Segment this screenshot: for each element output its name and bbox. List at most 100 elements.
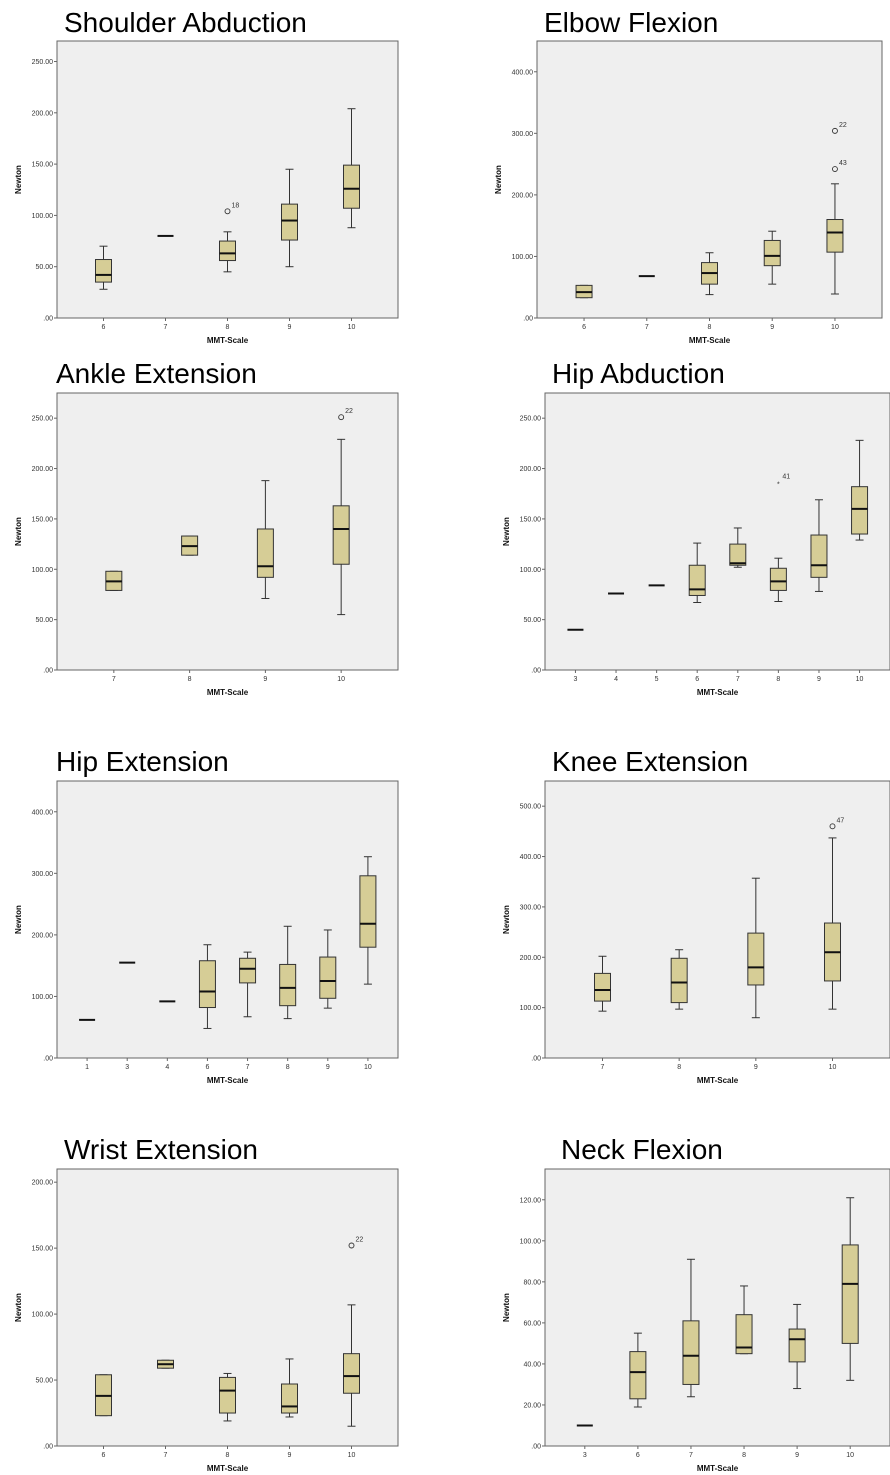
y-tick-label: 100.00 (32, 1312, 54, 1319)
chart-panel-7: Wrist Extension .00 50.00 100.00 150.00 200.0… (14, 1134, 399, 1473)
chart-panel-5: Hip Extension .00 100.00 200.00 300.00 400.00… (14, 746, 399, 1085)
y-tick-label: .00 (531, 668, 541, 675)
box-7 (157, 1359, 174, 1369)
box-10 (851, 439, 869, 541)
x-tick-label: 9 (326, 1064, 330, 1071)
x-axis-label: MMT-Scale (697, 1464, 739, 1473)
box-10 (826, 183, 844, 295)
y-tick-label: .00 (43, 1056, 53, 1063)
box-7 (239, 951, 257, 1018)
x-axis-label: MMT-Scale (689, 336, 731, 345)
x-tick-label: 3 (573, 676, 577, 683)
x-axis-label: MMT-Scale (207, 1464, 249, 1473)
y-tick-label: 200.00 (32, 1180, 54, 1187)
y-tick-label: 300.00 (32, 871, 54, 878)
x-tick-label: 10 (829, 1064, 837, 1071)
x-tick-label: 10 (348, 1452, 356, 1459)
x-tick-label: 6 (582, 324, 586, 331)
y-tick-label: 150.00 (32, 1246, 54, 1253)
y-axis-label: Newton (494, 165, 503, 194)
iqr-box (841, 1244, 859, 1344)
y-tick-label: 300.00 (512, 131, 534, 138)
box-10 (841, 1197, 859, 1381)
chart-panel-4: Hip Abduction .00 50.00 100.00 150.00 200.00 2… (502, 358, 890, 697)
iqr-box (729, 543, 747, 566)
box-8 (769, 557, 787, 603)
outlier-marker (832, 127, 838, 134)
y-tick-label: .00 (531, 1444, 541, 1451)
chart-title: Hip Extension (56, 746, 229, 777)
box-8 (670, 949, 688, 1010)
y-tick-label: .00 (43, 316, 53, 323)
y-tick-label: 50.00 (35, 617, 53, 624)
x-tick-label: 6 (695, 676, 699, 683)
outlier-label: 22 (345, 408, 353, 415)
y-axis-label: Newton (14, 905, 23, 934)
chart-panel-3: Ankle Extension .00 50.00 100.00 150.00 200.0… (14, 358, 399, 697)
outlier-marker (829, 823, 836, 830)
y-tick-label: 200.00 (520, 466, 542, 473)
y-tick-label: 120.00 (520, 1197, 542, 1204)
y-tick-label: 60.00 (523, 1320, 541, 1327)
x-tick-label: 7 (246, 1064, 250, 1071)
box-6 (95, 245, 112, 290)
y-tick-label: 400.00 (520, 854, 542, 861)
y-tick-label: 100.00 (32, 994, 54, 1001)
y-tick-label: 200.00 (32, 466, 54, 473)
x-tick-label: 8 (286, 1064, 290, 1071)
box-7 (729, 527, 747, 568)
x-tick-label: 8 (677, 1064, 681, 1071)
x-tick-label: 7 (601, 1064, 605, 1071)
x-tick-label: 8 (226, 1452, 230, 1459)
extreme-outlier-marker: * (777, 482, 780, 489)
x-tick-label: 3 (125, 1064, 129, 1071)
iqr-box (682, 1320, 700, 1385)
plot-area (56, 780, 399, 1059)
x-tick-label: 10 (364, 1064, 372, 1071)
iqr-box (198, 960, 216, 1009)
iqr-box (688, 564, 706, 596)
box-8 (279, 925, 297, 1020)
x-tick-label: 10 (348, 324, 356, 331)
iqr-box (629, 1351, 647, 1400)
x-tick-label: 6 (205, 1064, 209, 1071)
x-tick-label: 6 (102, 324, 106, 331)
box-9 (256, 480, 274, 599)
x-tick-label: 8 (226, 324, 230, 331)
y-tick-label: 150.00 (32, 516, 54, 523)
chart-title: Shoulder Abduction (64, 7, 307, 38)
iqr-box (219, 240, 236, 262)
box-6 (688, 542, 706, 604)
y-tick-label: .00 (531, 1056, 541, 1063)
chart-panel-8: Neck Flexion .00 20.00 40.00 60.00 80.00 100.0… (502, 1134, 890, 1473)
box-7 (105, 570, 123, 591)
y-tick-label: 80.00 (523, 1279, 541, 1286)
x-tick-label: 7 (645, 324, 649, 331)
y-tick-label: 250.00 (520, 416, 542, 423)
iqr-box (281, 1383, 298, 1414)
box-6 (629, 1332, 647, 1408)
x-tick-label: 9 (817, 676, 821, 683)
x-tick-label: 9 (263, 676, 267, 683)
x-tick-label: 8 (188, 676, 192, 683)
y-tick-label: 200.00 (512, 192, 534, 199)
y-axis-label: Newton (502, 517, 511, 546)
x-axis-label: MMT-Scale (207, 336, 249, 345)
box-8 (181, 535, 199, 556)
y-tick-label: 300.00 (520, 904, 542, 911)
x-tick-label: 9 (770, 324, 774, 331)
box-8 (735, 1285, 753, 1355)
x-tick-label: 4 (165, 1064, 169, 1071)
iqr-box (769, 567, 787, 591)
y-tick-label: 200.00 (520, 955, 542, 962)
iqr-box (319, 956, 337, 999)
chart-panel-1: Shoulder Abduction .00 50.00 100.00 150.00 20… (14, 7, 399, 345)
box-9 (747, 877, 765, 1019)
x-tick-label: 9 (754, 1064, 758, 1071)
iqr-box (747, 932, 765, 986)
y-tick-label: .00 (43, 1444, 53, 1451)
box-6 (575, 284, 593, 299)
chart-title: Neck Flexion (561, 1134, 723, 1165)
chart-title: Wrist Extension (64, 1134, 258, 1165)
iqr-box (332, 505, 350, 565)
